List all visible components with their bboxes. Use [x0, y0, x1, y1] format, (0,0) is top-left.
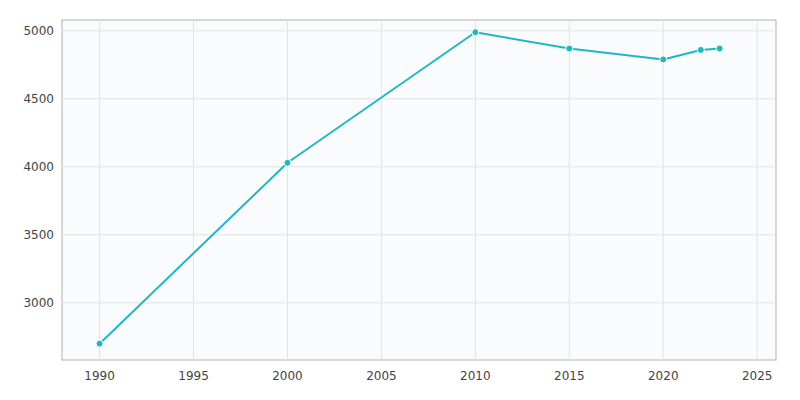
marker: [716, 45, 723, 52]
x-grid-line: [663, 20, 664, 360]
marker: [697, 46, 704, 53]
y-tick-label: 3500: [23, 228, 54, 242]
line: [100, 32, 720, 343]
x-tick-label: 2000: [272, 369, 303, 383]
y-tick-label: 4000: [23, 160, 54, 174]
marker: [284, 159, 291, 166]
y-grid-line: [62, 302, 776, 303]
y-tick-label: 5000: [23, 24, 54, 38]
y-grid-line: [62, 98, 776, 99]
x-grid-line: [193, 20, 194, 360]
x-grid-line: [287, 20, 288, 360]
x-tick-label: 2010: [460, 369, 491, 383]
y-tick-label: 3000: [23, 296, 54, 310]
x-tick-label: 2005: [366, 369, 397, 383]
x-grid-line: [757, 20, 758, 360]
y-grid-line: [62, 30, 776, 31]
chart: 1990 1995 2000 2005 2010 2015 2020 2025 3000 3500…: [0, 0, 800, 400]
y-tick-label: 4500: [23, 92, 54, 106]
y-grid-line: [62, 166, 776, 167]
series: [96, 29, 723, 347]
chart-container: 1990 1995 2000 2005 2010 2015 2020 2025 3000 3500…: [0, 0, 800, 400]
x-tick-label: 2020: [648, 369, 679, 383]
marker: [660, 56, 667, 63]
x-grid-line: [475, 20, 476, 360]
marker: [96, 340, 103, 347]
x-tick-label: 1995: [178, 369, 209, 383]
x-grid-line: [569, 20, 570, 360]
marker: [566, 45, 573, 52]
plot-frame: [62, 20, 776, 360]
y-grid-line: [62, 234, 776, 235]
x-grid-line: [381, 20, 382, 360]
grid: [62, 20, 776, 360]
marker: [472, 29, 479, 36]
x-grid-line: [99, 20, 100, 360]
x-tick-label: 1990: [84, 369, 115, 383]
x-tick-label: 2015: [554, 369, 585, 383]
x-tick-label: 2025: [742, 369, 773, 383]
axes: 1990 1995 2000 2005 2010 2015 2020 2025 3000 3500…: [23, 24, 772, 383]
